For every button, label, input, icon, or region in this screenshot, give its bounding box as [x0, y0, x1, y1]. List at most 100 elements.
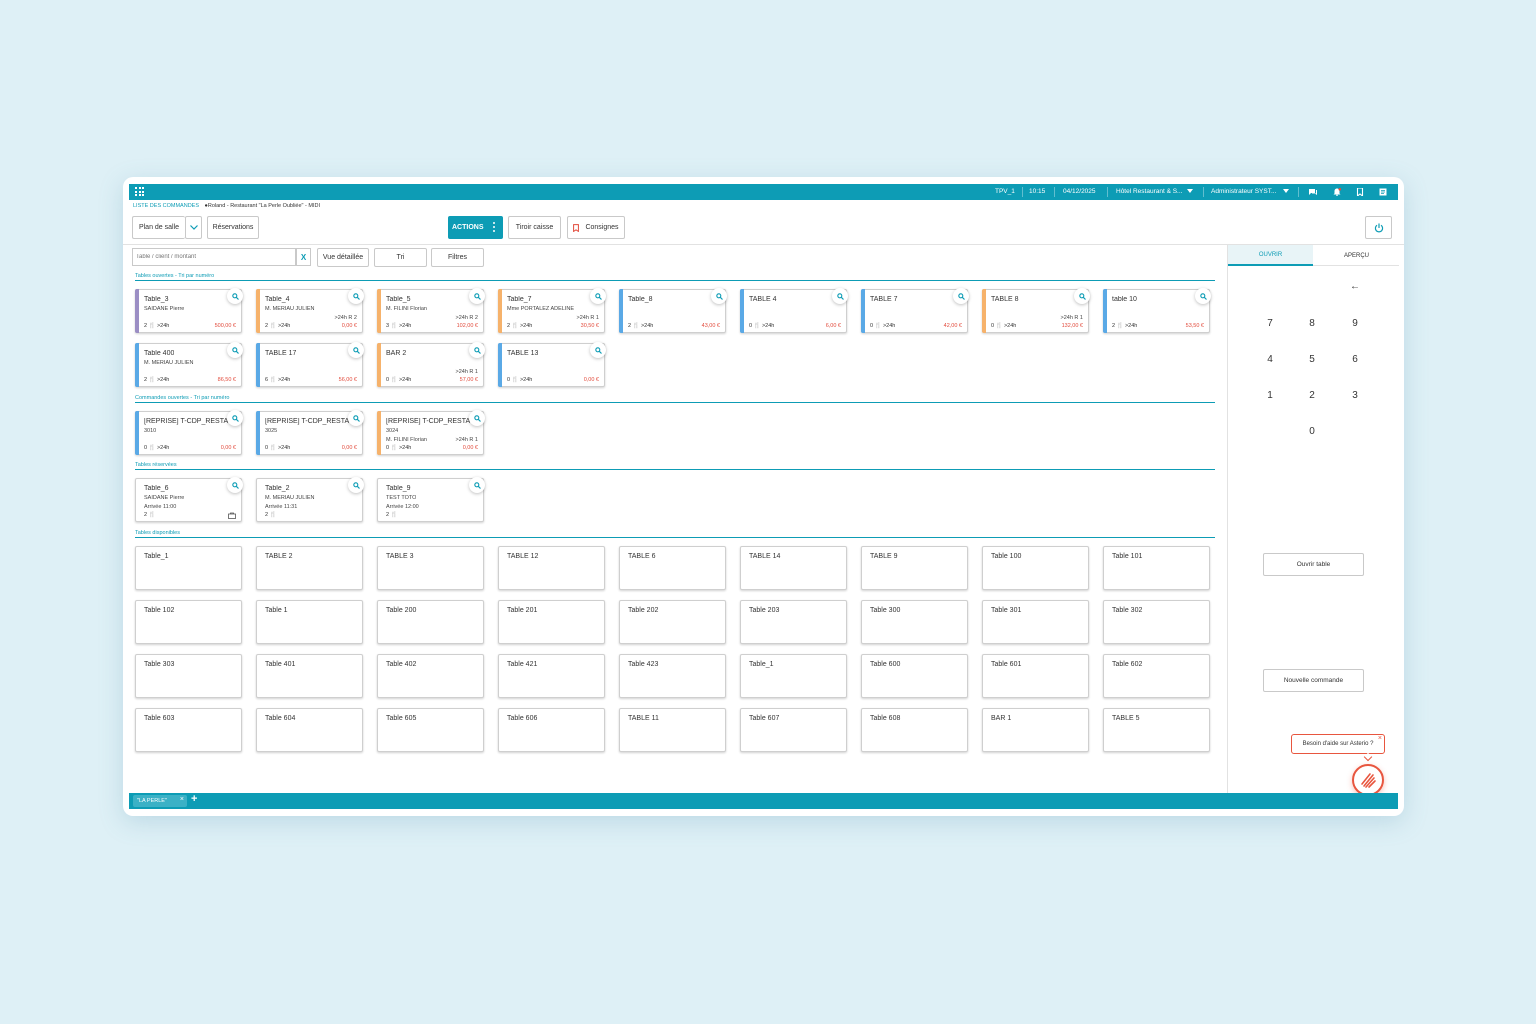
close-icon[interactable]: × [179, 796, 184, 803]
available-table-card[interactable]: TABLE 5 [1103, 708, 1210, 752]
session-tab[interactable]: "LA PERLE" × [133, 795, 187, 807]
help-tooltip[interactable]: Besoin d'aide sur Asterio ? × [1291, 734, 1385, 762]
open-table-card[interactable]: TABLE 17 6 🍴 >24h 56,00 € [256, 342, 364, 387]
reserved-table-card[interactable]: Table_2 M. MERIAU JULIEN Arrivée 11:31 2 🍴 [256, 477, 364, 522]
view-details-button[interactable] [348, 477, 364, 493]
available-table-card[interactable]: Table 301 [982, 600, 1089, 644]
available-table-card[interactable]: Table 203 [740, 600, 847, 644]
reserved-table-card[interactable]: Table_9 TEST TOTO Arrivée 12:00 2 🍴 [377, 477, 485, 522]
view-details-button[interactable] [227, 288, 243, 304]
view-details-button[interactable] [348, 288, 364, 304]
keypad-key-2[interactable]: 2 [1309, 390, 1315, 401]
available-table-card[interactable]: TABLE 11 [619, 708, 726, 752]
available-table-card[interactable]: BAR 1 [982, 708, 1089, 752]
open-order-card[interactable]: [REPRISE] T-CDP_RESTAU 3024 M. FILINI Flor… [377, 410, 485, 455]
open-table-card[interactable]: Table_3 SAIDANE Pierre 2 🍴 >24h 500,00 € [135, 288, 243, 333]
available-table-card[interactable]: Table 100 [982, 546, 1089, 590]
view-details-button[interactable] [1074, 288, 1090, 304]
establishment-select[interactable]: Hôtel Restaurant & S... [1116, 188, 1183, 195]
bookmark-icon[interactable] [1356, 188, 1364, 196]
detailed-view-button[interactable]: Vue détaillée [317, 248, 369, 267]
view-details-button[interactable] [832, 288, 848, 304]
keypad-key-9[interactable]: 9 [1352, 318, 1358, 329]
view-details-button[interactable] [227, 410, 243, 426]
available-table-card[interactable]: TABLE 6 [619, 546, 726, 590]
available-table-card[interactable]: TABLE 9 [861, 546, 968, 590]
view-details-button[interactable] [348, 410, 364, 426]
keypad-key-8[interactable]: 8 [1309, 318, 1315, 329]
open-table-card[interactable]: TABLE 7 0 🍴 >24h 42,00 € [861, 288, 969, 333]
new-order-button[interactable]: Nouvelle commande [1263, 669, 1364, 692]
view-details-button[interactable] [711, 288, 727, 304]
available-table-card[interactable]: Table 202 [619, 600, 726, 644]
available-table-card[interactable]: Table 603 [135, 708, 242, 752]
open-order-card[interactable]: [REPRISE] T-CDP_RESTAU 3025 0 🍴 >24h 0,00 € [256, 410, 364, 455]
user-select[interactable]: Administrateur SYST... [1211, 188, 1277, 195]
keypad-key-5[interactable]: 5 [1309, 354, 1315, 365]
open-table-card[interactable]: Table_7 Mme PORTALEZ ADELINE >24h R 1 2 🍴 >… [498, 288, 606, 333]
available-table-card[interactable]: Table 601 [982, 654, 1089, 698]
available-table-card[interactable]: Table 421 [498, 654, 605, 698]
document-icon[interactable] [1379, 188, 1387, 196]
available-table-card[interactable]: Table 607 [740, 708, 847, 752]
chevron-down-icon[interactable] [1283, 189, 1289, 194]
tab-preview[interactable]: APERÇU [1343, 252, 1369, 259]
open-table-card[interactable]: Table_4 M. MERIAU JULIEN >24h R 2 2 🍴 >24h 0… [256, 288, 364, 333]
open-table-card[interactable]: TABLE 4 0 🍴 >24h 6,00 € [740, 288, 848, 333]
filters-button[interactable]: Filtres [431, 248, 484, 267]
available-table-card[interactable]: TABLE 3 [377, 546, 484, 590]
available-table-card[interactable]: Table 600 [861, 654, 968, 698]
available-table-card[interactable]: Table 300 [861, 600, 968, 644]
apps-menu-icon[interactable] [135, 187, 144, 196]
sort-button[interactable]: Tri [374, 248, 427, 267]
available-table-card[interactable]: Table 608 [861, 708, 968, 752]
view-details-button[interactable] [348, 342, 364, 358]
reservations-button[interactable]: Réservations [207, 216, 259, 239]
view-details-button[interactable] [469, 410, 485, 426]
available-table-card[interactable]: Table 303 [135, 654, 242, 698]
chevron-down-icon[interactable] [1187, 189, 1193, 194]
breadcrumb-section[interactable]: LISTE DES COMMANDES [133, 203, 200, 209]
open-order-card[interactable]: [REPRISE] T-CDP_RESTAU 3010 0 🍴 >24h 0,00 € [135, 410, 243, 455]
available-table-card[interactable]: Table 602 [1103, 654, 1210, 698]
keypad-key-7[interactable]: 7 [1267, 318, 1273, 329]
keypad-key-3[interactable]: 3 [1352, 390, 1358, 401]
available-table-card[interactable]: TABLE 14 [740, 546, 847, 590]
view-details-button[interactable] [227, 342, 243, 358]
open-table-card[interactable]: Table 400 M. MERIAU JULIEN 2 🍴 >24h 86,50 € [135, 342, 243, 387]
open-table-card[interactable]: TABLE 13 0 🍴 >24h 0,00 € [498, 342, 606, 387]
available-table-card[interactable]: Table 101 [1103, 546, 1210, 590]
available-table-card[interactable]: Table 200 [377, 600, 484, 644]
available-table-card[interactable]: Table 102 [135, 600, 242, 644]
assistant-button[interactable] [1352, 764, 1384, 796]
view-details-button[interactable] [227, 477, 243, 493]
available-table-card[interactable]: Table 606 [498, 708, 605, 752]
available-table-card[interactable]: Table 604 [256, 708, 363, 752]
floor-plan-button[interactable]: Plan de salle [132, 216, 185, 239]
floor-plan-dropdown[interactable] [185, 216, 202, 239]
search-input[interactable] [132, 248, 296, 266]
view-details-button[interactable] [469, 342, 485, 358]
available-table-card[interactable]: Table 201 [498, 600, 605, 644]
backspace-key[interactable]: ← [1350, 281, 1360, 292]
available-table-card[interactable]: Table 423 [619, 654, 726, 698]
available-table-card[interactable]: Table 401 [256, 654, 363, 698]
chat-icon[interactable] [1309, 188, 1317, 196]
keypad-key-1[interactable]: 1 [1267, 390, 1273, 401]
open-table-card[interactable]: BAR 2 >24h R 1 0 🍴 >24h 57,00 € [377, 342, 485, 387]
close-icon[interactable]: × [1377, 735, 1382, 742]
open-table-card[interactable]: Table_5 M. FILINI Florian >24h R 2 3 🍴 >24h… [377, 288, 485, 333]
available-table-card[interactable]: Table 302 [1103, 600, 1210, 644]
actions-button[interactable]: ACTIONS [448, 216, 503, 239]
available-table-card[interactable]: Table_1 [135, 546, 242, 590]
view-details-button[interactable] [469, 477, 485, 493]
view-details-button[interactable] [590, 342, 606, 358]
keypad-key-0[interactable]: 0 [1309, 426, 1315, 437]
open-table-card[interactable]: table 10 2 🍴 >24h 53,50 € [1103, 288, 1211, 333]
open-table-card[interactable]: TABLE 8 >24h R 1 0 🍴 >24h 132,00 € [982, 288, 1090, 333]
keypad-key-4[interactable]: 4 [1267, 354, 1273, 365]
available-table-card[interactable]: TABLE 12 [498, 546, 605, 590]
available-table-card[interactable]: Table 605 [377, 708, 484, 752]
view-details-button[interactable] [1195, 288, 1211, 304]
reserved-table-card[interactable]: Table_6 SAIDANE Pierre Arrivée 11:00 2 🍴 [135, 477, 243, 522]
